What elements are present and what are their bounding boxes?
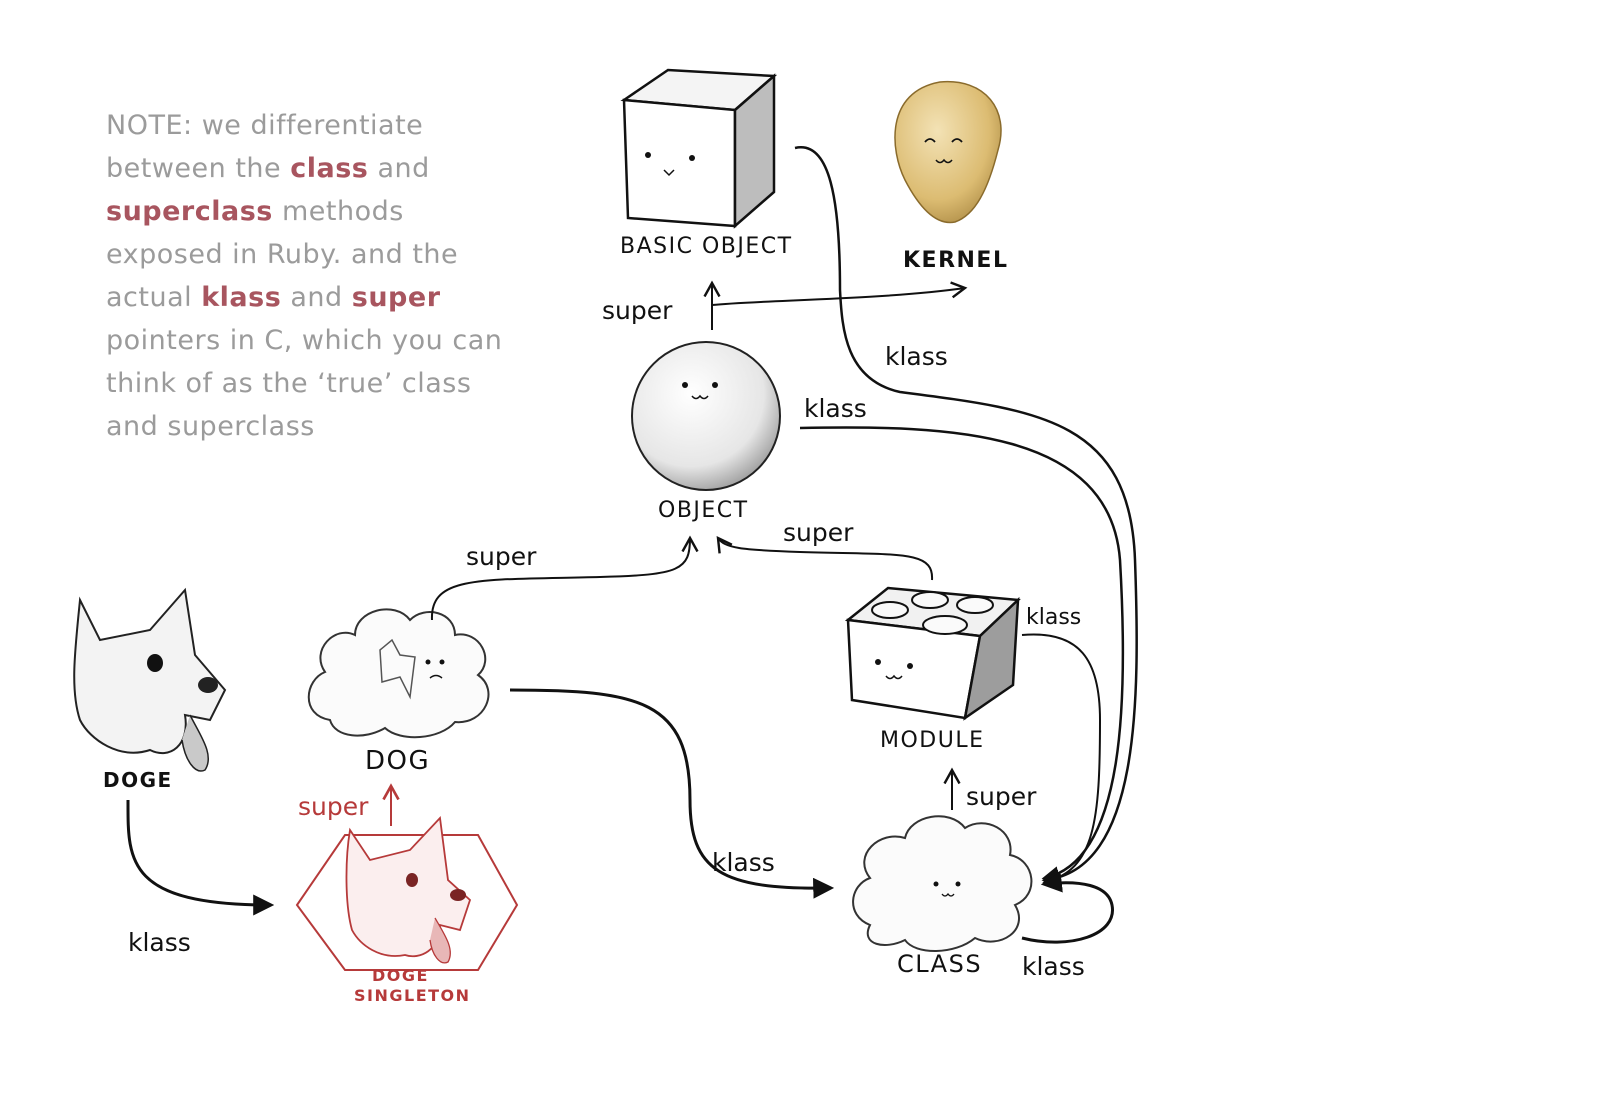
doge-singleton-label-line1: DOGE — [372, 966, 429, 985]
note-prefix: NOTE — [106, 110, 184, 141]
basic-object-label: BASIC OBJECT — [620, 234, 793, 259]
doge-label: DOGE — [103, 768, 173, 792]
note-superclass-word: superclass — [106, 196, 273, 227]
class-super-label: super — [966, 782, 1037, 811]
note-text-1: : we differentiate between the — [106, 110, 424, 184]
object-label: OBJECT — [658, 498, 749, 523]
class-label: CLASS — [897, 950, 983, 978]
object-sphere-icon — [631, 341, 781, 491]
object-klass-arrow — [799, 426, 1125, 884]
note-text-3: methods exposed in Ruby. and the actual — [106, 196, 459, 313]
doge-dog-head-icon — [73, 587, 227, 772]
dog-label: DOG — [365, 746, 431, 776]
dog-cloud-icon — [307, 608, 490, 739]
module-lego-brick-icon — [844, 586, 1021, 721]
note-text-5: pointers in C, which you can think of as… — [106, 325, 503, 442]
class-self-klass-label: klass — [1022, 952, 1085, 981]
note-text-2: and — [368, 153, 430, 184]
basic-object-cube-icon — [620, 68, 778, 229]
basic-object-klass-arrow — [794, 146, 1138, 888]
doge-klass-arrow — [126, 799, 275, 916]
dog-klass-label: klass — [712, 848, 775, 877]
class-self-klass-arrow — [1021, 871, 1114, 944]
singleton-super-label: super — [298, 792, 369, 821]
note-super-word: super — [351, 282, 441, 313]
dog-super-label: super — [466, 542, 537, 571]
doge-klass-label: klass — [128, 928, 191, 957]
note-class-word: class — [290, 153, 369, 184]
object-to-kernel-arrow — [711, 281, 968, 306]
module-super-label: super — [783, 518, 854, 547]
doge-singleton-label-line2: SINGLETON — [354, 986, 471, 1005]
kernel-label: KERNEL — [903, 248, 1009, 273]
explanatory-note: NOTE: we differentiate between the class… — [106, 104, 526, 448]
basic-super-label: super — [602, 296, 673, 325]
basic-klass-label: klass — [885, 342, 948, 371]
module-klass-arrow — [1021, 633, 1102, 887]
dog-super-arrow — [430, 535, 699, 621]
module-super-arrow — [716, 535, 934, 581]
dog-klass-arrow — [509, 688, 835, 899]
module-label: MODULE — [880, 728, 985, 753]
class-cloud-icon — [852, 815, 1033, 952]
module-klass-label: klass — [1026, 605, 1082, 630]
kernel-seed-icon — [894, 80, 1002, 224]
doge-singleton-icon — [295, 815, 519, 971]
note-klass-word: klass — [201, 282, 282, 313]
object-klass-label: klass — [804, 394, 867, 423]
note-text-4: and — [281, 282, 352, 313]
